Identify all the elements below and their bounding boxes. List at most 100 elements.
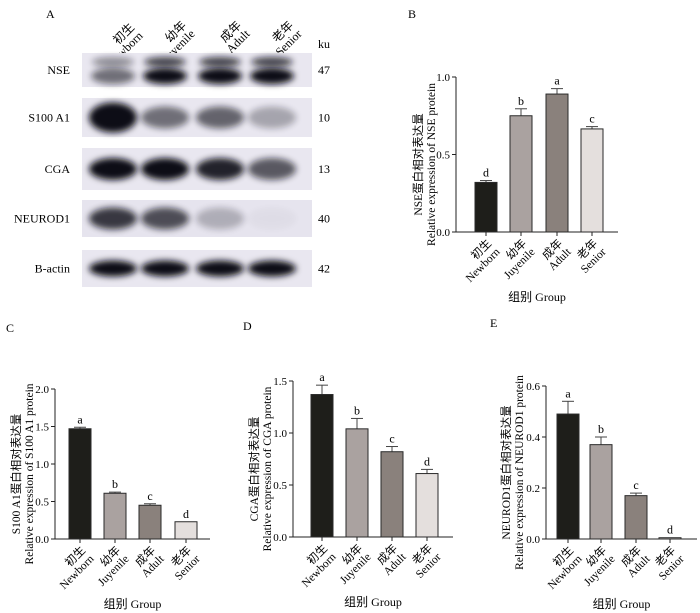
protein-band [92,57,134,67]
y-tick-label: 0.6 [526,381,540,393]
y-axis-label: Relative expression of CGA protein [262,386,274,551]
significance-letter: c [589,112,594,126]
y-axis-label-cn: CGA蛋白相对表达量 [247,417,261,522]
protein-band [196,158,244,180]
y-tick-label: 2.0 [35,384,49,396]
y-axis-label: Relative expression of S100 A1 protein [24,383,36,564]
protein-label: NSE [47,63,70,77]
bar-chart-c: C 0.0 0.5 1.0 1.5 2.0 S100 A1蛋白相对表达量 Relative e… [6,321,210,611]
y-tick-label: 0.2 [526,483,540,495]
protein-band [141,207,189,230]
significance-letter: d [424,454,430,468]
protein-label: NEUROD1 [14,212,70,226]
protein-band [144,57,186,67]
significance-letter: a [77,412,83,426]
protein-label: CGA [45,162,71,176]
protein-band [89,207,137,230]
bar-senior [415,473,439,538]
protein-band [196,260,244,277]
y-tick-label: 0.5 [436,150,450,162]
blot-row: NSE 47 [47,53,330,87]
bar-juyenile [509,115,533,233]
y-tick-label: 1.5 [35,422,49,434]
protein-band [250,68,294,84]
blot-row: NEUROD1 40 [14,200,330,237]
panel-label: B [408,7,416,21]
significance-letter: b [354,403,360,417]
significance-letter: d [667,523,673,537]
significance-letter: a [319,370,325,384]
protein-label: S100 A1 [28,111,70,125]
bar-senior [658,537,682,540]
panel-label: C [6,321,14,335]
significance-letter: d [483,166,489,180]
molecular-weight-label: 10 [318,111,330,125]
protein-band [248,208,296,230]
protein-band [198,68,242,84]
panel-label: E [490,316,497,330]
bar-chart-b: B 0.0 0.5 1.0 NSE蛋白相对表达量 Relative expression … [408,7,618,304]
protein-band [89,158,137,180]
protein-band [196,106,244,129]
x-axis-label: 组别 Group [344,595,402,609]
protein-band [141,158,189,180]
y-tick-label: 1.0 [273,428,287,440]
molecular-weight-label: 47 [318,63,330,77]
panel-label: D [243,319,252,333]
significance-letter: c [147,489,152,503]
blot-row: B-actin 42 [35,250,330,287]
significance-letter: d [183,507,189,521]
protein-band [248,260,296,277]
bar-senior [580,128,604,233]
bar-adult [138,504,162,540]
protein-band [141,106,189,129]
y-tick-label: 1.0 [436,72,450,84]
significance-letter: b [518,94,524,108]
y-tick-label: 0.4 [526,432,540,444]
bar-newborn [556,413,580,540]
y-tick-label: 0.5 [35,497,49,509]
bar-adult [380,451,404,538]
y-axis-label-cn: NEUROD1蛋白相对表达量 [499,405,513,539]
y-tick-label: 0.0 [436,227,450,239]
protein-band [143,68,187,84]
y-tick-label: 1.5 [273,376,287,388]
y-tick-label: 0.0 [526,534,540,546]
x-axis-label: 组别 Group [104,597,162,611]
bar-newborn [474,181,498,233]
y-tick-label: 1.0 [35,459,49,471]
significance-letter: b [598,422,604,436]
significance-letter: c [389,432,394,446]
protein-label: B-actin [35,262,70,276]
y-axis-label-cn: S100 A1蛋白相对表达量 [9,414,23,534]
bar-chart-d: D 0.0 0.5 1.0 1.5 CGA蛋白相对表达量 Relative expressi… [243,319,453,609]
blot-row: S100 A1 10 [28,98,330,137]
bar-juyenile [345,428,369,538]
molecular-weight-label: 40 [318,212,330,226]
protein-band [251,57,293,67]
y-tick-label: 0.0 [35,534,49,546]
protein-band [141,260,189,277]
bar-juyenile [589,444,613,540]
panel-label: A [46,7,55,21]
significance-letter: a [554,74,560,88]
bar-adult [624,495,648,540]
y-tick-label: 0.0 [273,532,287,544]
protein-band [89,260,137,277]
y-axis-label: Relative expression of NEUROD1 protein [514,375,526,570]
